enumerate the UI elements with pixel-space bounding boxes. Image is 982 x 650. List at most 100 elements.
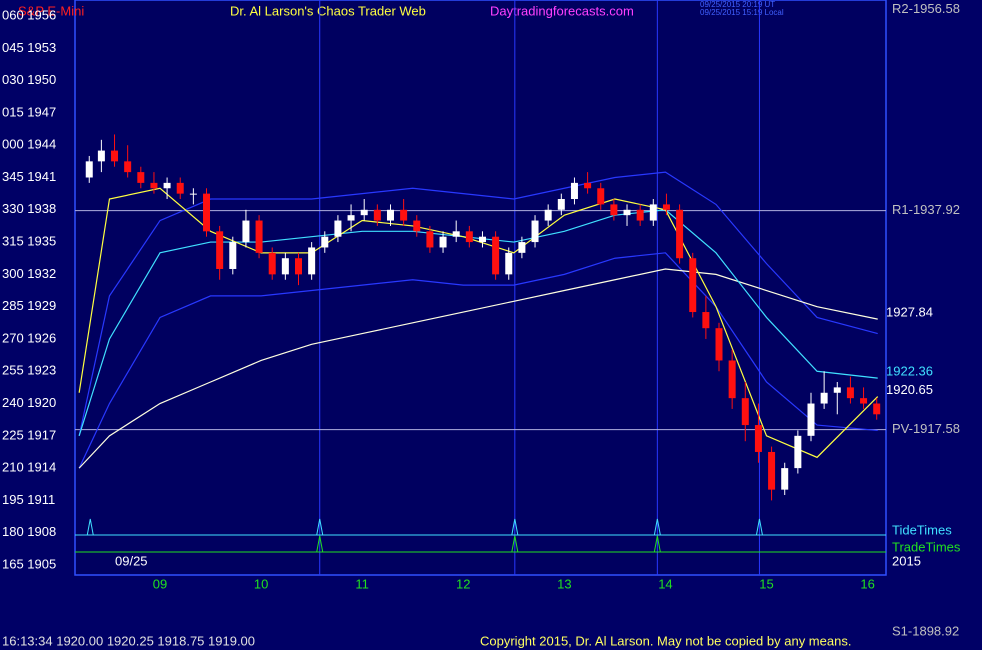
candle-body <box>242 220 250 243</box>
y-tick-label: 165 1905 <box>2 556 56 571</box>
y-tick-label: 240 1920 <box>2 395 56 410</box>
candle-body <box>557 199 565 210</box>
y-tick-label: 225 1917 <box>2 427 56 442</box>
candle-body <box>347 215 355 221</box>
candle-body <box>807 403 815 436</box>
x-tick-label: 10 <box>254 576 268 591</box>
candle-body <box>531 220 539 243</box>
y-tick-label: 060 1956 <box>2 7 56 22</box>
y-tick-label: 210 1914 <box>2 460 56 475</box>
level-label: S1-1898.92 <box>892 623 959 638</box>
candle-body <box>413 220 421 232</box>
candle-body <box>163 182 171 189</box>
y-tick-label: 345 1941 <box>2 169 56 184</box>
candle-body <box>610 204 618 216</box>
y-tick-label: 285 1929 <box>2 298 56 313</box>
y-tick-label: 330 1938 <box>2 201 56 216</box>
year-label: 2015 <box>892 553 921 568</box>
date-label: 09/25 <box>115 553 148 568</box>
tide-spike <box>511 518 519 536</box>
indicator-line <box>78 252 878 469</box>
candle-body <box>478 236 486 243</box>
candle-body <box>597 188 605 205</box>
candle-body <box>833 387 841 393</box>
trade-spike <box>511 535 519 553</box>
indicator-line <box>78 171 878 436</box>
candle-body <box>97 150 105 162</box>
candle-body <box>702 312 710 329</box>
x-tick-label: 09 <box>153 576 167 591</box>
tide-spike <box>755 518 763 536</box>
y-tick-label: 255 1923 <box>2 363 56 378</box>
trade-spike <box>653 535 661 553</box>
indicator-line <box>78 268 878 469</box>
x-tick-label: 16 <box>860 576 874 591</box>
candle-body <box>584 182 592 189</box>
candle-body <box>137 172 145 183</box>
candle-body <box>150 182 158 189</box>
y-tick-label: 045 1953 <box>2 40 56 55</box>
candle-body <box>281 258 289 275</box>
timestamp-local: 09/25/2015 15:19 Local <box>700 8 784 17</box>
candle-body <box>255 220 263 253</box>
y-tick-label: 270 1926 <box>2 330 56 345</box>
candle-body <box>452 231 460 237</box>
candle-body <box>768 451 776 490</box>
candle-body <box>229 242 237 269</box>
trade-spike <box>316 535 324 553</box>
candle-body <box>676 209 684 259</box>
candle-body <box>518 242 526 253</box>
end-label: 1927.84 <box>886 305 933 320</box>
candle-body <box>268 252 276 275</box>
level-label: R2-1956.58 <box>892 1 960 16</box>
symbol: S&P E-Mini <box>18 3 84 18</box>
candle-body <box>465 231 473 243</box>
candle-body <box>662 204 670 210</box>
candle-body <box>85 161 93 178</box>
candle-body <box>439 236 447 248</box>
candle-body <box>636 209 644 221</box>
y-tick-label: 195 1911 <box>2 492 55 507</box>
y-tick-label: 000 1944 <box>2 137 56 152</box>
candle-body <box>321 236 329 248</box>
candle-body <box>373 209 381 221</box>
candle-body <box>111 150 119 162</box>
candle-body <box>689 258 697 313</box>
candle-body <box>334 220 342 237</box>
tide-spike <box>653 518 661 536</box>
candle-body <box>426 231 434 248</box>
candle-body <box>873 403 881 415</box>
y-tick-label: 300 1932 <box>2 266 56 281</box>
candle-body <box>570 182 578 200</box>
candle-body <box>820 392 828 404</box>
candle-body <box>505 252 513 275</box>
site: Daytradingforecasts.com <box>490 3 634 18</box>
tide-spike <box>86 518 94 536</box>
candle-body <box>754 425 762 452</box>
candle-body <box>715 328 723 361</box>
trade-label: TradeTimes <box>892 539 961 554</box>
tide-spike <box>316 518 324 536</box>
copyright: Copyright 2015, Dr. Al Larson. May not b… <box>480 633 851 648</box>
candle-body <box>728 360 736 399</box>
status: 16:13:34 1920.00 1920.25 1918.75 1919.00 <box>2 633 255 648</box>
candle-body <box>794 435 802 469</box>
end-label: 1920.65 <box>886 382 933 397</box>
x-tick-label: 14 <box>658 576 672 591</box>
candle-body <box>360 209 368 216</box>
plot-area <box>74 0 887 576</box>
candle-body <box>846 387 854 399</box>
indicator-line <box>78 187 879 459</box>
end-label: 1922.36 <box>886 364 933 379</box>
candle-body <box>781 468 789 490</box>
candle-body <box>216 231 224 269</box>
candle-body <box>400 209 408 221</box>
candle-body <box>649 204 657 221</box>
candle-body <box>623 209 631 216</box>
candle-body <box>741 398 749 426</box>
candle-body <box>176 182 184 194</box>
y-tick-label: 315 1935 <box>2 234 56 249</box>
y-tick-label: 015 1947 <box>2 104 56 119</box>
x-tick-label: 13 <box>557 576 571 591</box>
candle-body <box>203 193 211 232</box>
